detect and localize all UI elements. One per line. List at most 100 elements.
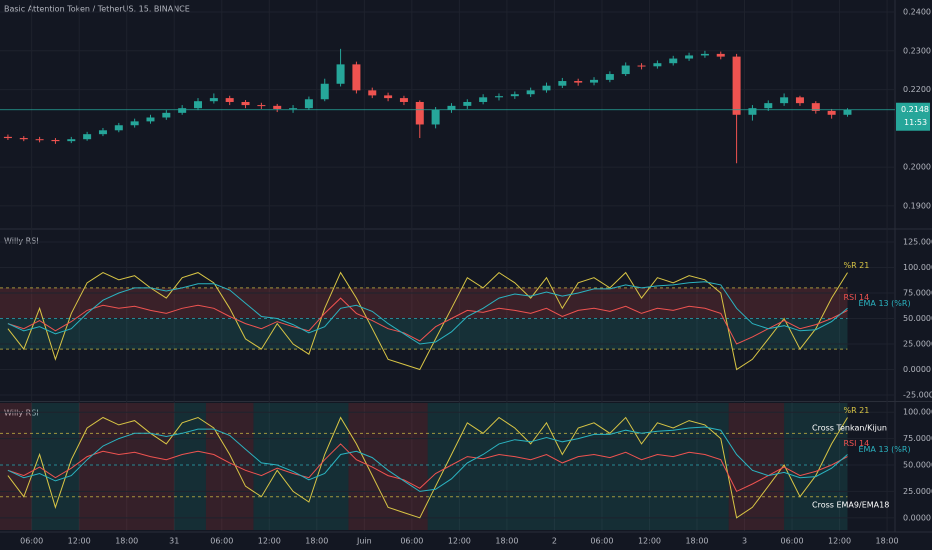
candle-body	[51, 139, 60, 142]
series-line	[7, 281, 848, 345]
y-tick-label: 0.2400	[903, 8, 931, 17]
x-tick-label: 18:00	[115, 537, 138, 546]
candle-body	[241, 101, 250, 106]
x-tick-label: 06:00	[210, 537, 233, 546]
candle-body	[35, 139, 44, 141]
signal-zone	[253, 403, 349, 530]
candle-body	[225, 98, 234, 102]
y-tick-label: -25.0000	[903, 391, 932, 400]
candle-body	[748, 108, 757, 115]
candle-body	[764, 103, 773, 109]
last-price-box	[896, 102, 930, 131]
y-tick-label: 75.0000	[903, 434, 932, 443]
x-tick-label: 18:00	[685, 537, 708, 546]
y-tick-label: 0.1900	[903, 201, 931, 210]
x-tick-label: 12:00	[258, 537, 281, 546]
candle-body	[700, 53, 709, 56]
y-tick-label: 0.2300	[903, 46, 931, 55]
candle-body	[827, 110, 836, 115]
x-tick-label: 12:00	[828, 537, 851, 546]
candle-body	[574, 81, 583, 83]
x-tick-label: 18:00	[876, 537, 899, 546]
signal-zone	[348, 403, 428, 530]
y-tick-label: 125.0000	[903, 238, 932, 247]
x-tick-label: 06:00	[781, 537, 804, 546]
x-tick-label: 06:00	[20, 537, 43, 546]
annotation: Cross EMA9/EMA18	[812, 501, 889, 510]
candle-body	[257, 105, 266, 107]
level-band	[0, 318, 848, 350]
candle-body	[209, 98, 218, 102]
signal-zone	[174, 403, 206, 530]
signal-zone	[728, 403, 785, 530]
candle-body	[653, 63, 662, 67]
candle-body	[431, 109, 440, 125]
x-tick-label: 06:00	[400, 537, 423, 546]
x-tick-label: 3	[742, 537, 747, 546]
candle-body	[811, 103, 820, 111]
candle-body	[194, 101, 203, 109]
candle-body	[590, 79, 599, 83]
chart-title: Basic Attention Token / TetherUS, 15, BI…	[4, 5, 190, 14]
series-label: EMA 13 (%R)	[858, 299, 910, 308]
signal-zone	[79, 403, 175, 530]
x-tick-label: 12:00	[448, 537, 471, 546]
candle-body	[114, 125, 123, 131]
candle-body	[67, 139, 76, 142]
y-tick-label: 0.0000	[903, 513, 931, 522]
candle-body	[320, 83, 329, 100]
x-tick-label: 18:00	[305, 537, 328, 546]
candle-body	[304, 99, 313, 109]
series-label: RSI 14	[843, 293, 869, 302]
series-label: %R 21	[843, 406, 869, 415]
pane-title: Willy RSI	[4, 409, 39, 418]
x-tick-label: 12:00	[68, 537, 91, 546]
candle-body	[83, 134, 92, 140]
candle-body	[146, 117, 155, 122]
candle-body	[162, 112, 171, 118]
candle-body	[637, 65, 646, 67]
candle-body	[510, 94, 519, 97]
candle-body	[447, 105, 456, 110]
candle-body	[669, 58, 678, 64]
series-label: EMA 13 (%R)	[858, 445, 910, 454]
pane-title: Willy RSI	[4, 237, 39, 246]
x-tick-label: 2	[552, 537, 557, 546]
candle-body	[368, 90, 377, 96]
y-tick-label: 25.0000	[903, 340, 932, 349]
candle-body	[98, 130, 107, 135]
last-price-label: 0.2148	[901, 105, 929, 114]
signal-zone	[784, 403, 848, 530]
annotation: Cross Tenkan/Kijun	[812, 424, 887, 433]
y-tick-label: 100.0000	[903, 263, 932, 272]
series-line	[7, 426, 848, 492]
candle-body	[843, 109, 852, 115]
countdown-label: 11:53	[904, 118, 927, 127]
signal-zone	[0, 403, 32, 530]
candle-body	[795, 97, 804, 104]
candle-body	[479, 97, 488, 102]
candle-body	[289, 108, 298, 110]
x-tick-label: Juin	[356, 537, 372, 546]
series-label: %R 21	[843, 261, 869, 270]
candle-body	[178, 108, 187, 113]
candle-body	[399, 98, 408, 102]
candle-body	[542, 85, 551, 91]
candle-body	[273, 105, 282, 109]
candle-body	[526, 90, 535, 95]
x-tick-label: 18:00	[495, 537, 518, 546]
x-tick-label: 31	[169, 537, 179, 546]
candle-body	[384, 95, 393, 99]
candle-body	[780, 97, 789, 104]
series-label: RSI 14	[843, 439, 869, 448]
signal-zone	[31, 403, 80, 530]
candle-body	[130, 121, 139, 126]
series-line	[7, 443, 848, 493]
y-tick-label: 100.0000	[903, 408, 932, 417]
candle-body	[336, 64, 345, 84]
y-tick-label: 0.2000	[903, 163, 931, 172]
candle-body	[621, 65, 630, 75]
candle-body	[732, 56, 741, 115]
